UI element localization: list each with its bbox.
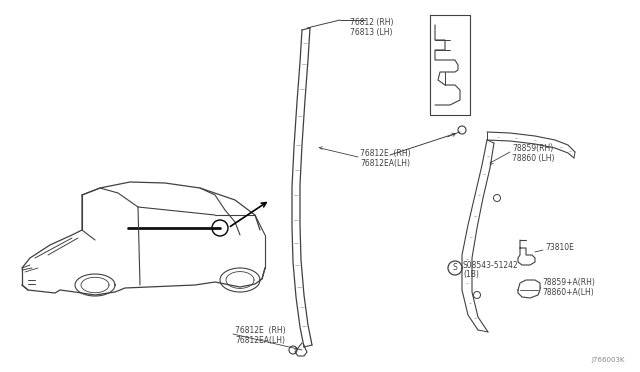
Text: 78859(RH): 78859(RH) bbox=[512, 144, 553, 153]
Text: 76812EA(LH): 76812EA(LH) bbox=[235, 336, 285, 344]
Circle shape bbox=[289, 346, 297, 354]
Text: J766003K: J766003K bbox=[591, 357, 625, 363]
Text: 76812E  (RH): 76812E (RH) bbox=[235, 326, 285, 334]
Text: 78860 (LH): 78860 (LH) bbox=[512, 154, 554, 163]
Circle shape bbox=[458, 126, 466, 134]
Text: 78859+A(RH): 78859+A(RH) bbox=[542, 279, 595, 288]
Text: 76813 (LH): 76813 (LH) bbox=[350, 28, 392, 36]
Text: S08543-51242: S08543-51242 bbox=[463, 260, 519, 269]
Text: 78860+A(LH): 78860+A(LH) bbox=[542, 289, 594, 298]
Circle shape bbox=[448, 261, 462, 275]
Text: 76812E  (RH): 76812E (RH) bbox=[360, 148, 411, 157]
Text: 76812EA(LH): 76812EA(LH) bbox=[360, 158, 410, 167]
Text: 73810E: 73810E bbox=[545, 244, 574, 253]
Text: S: S bbox=[452, 263, 458, 273]
Text: (1B): (1B) bbox=[463, 270, 479, 279]
Text: 76812 (RH): 76812 (RH) bbox=[350, 17, 394, 26]
Circle shape bbox=[493, 195, 500, 202]
Circle shape bbox=[474, 292, 481, 298]
